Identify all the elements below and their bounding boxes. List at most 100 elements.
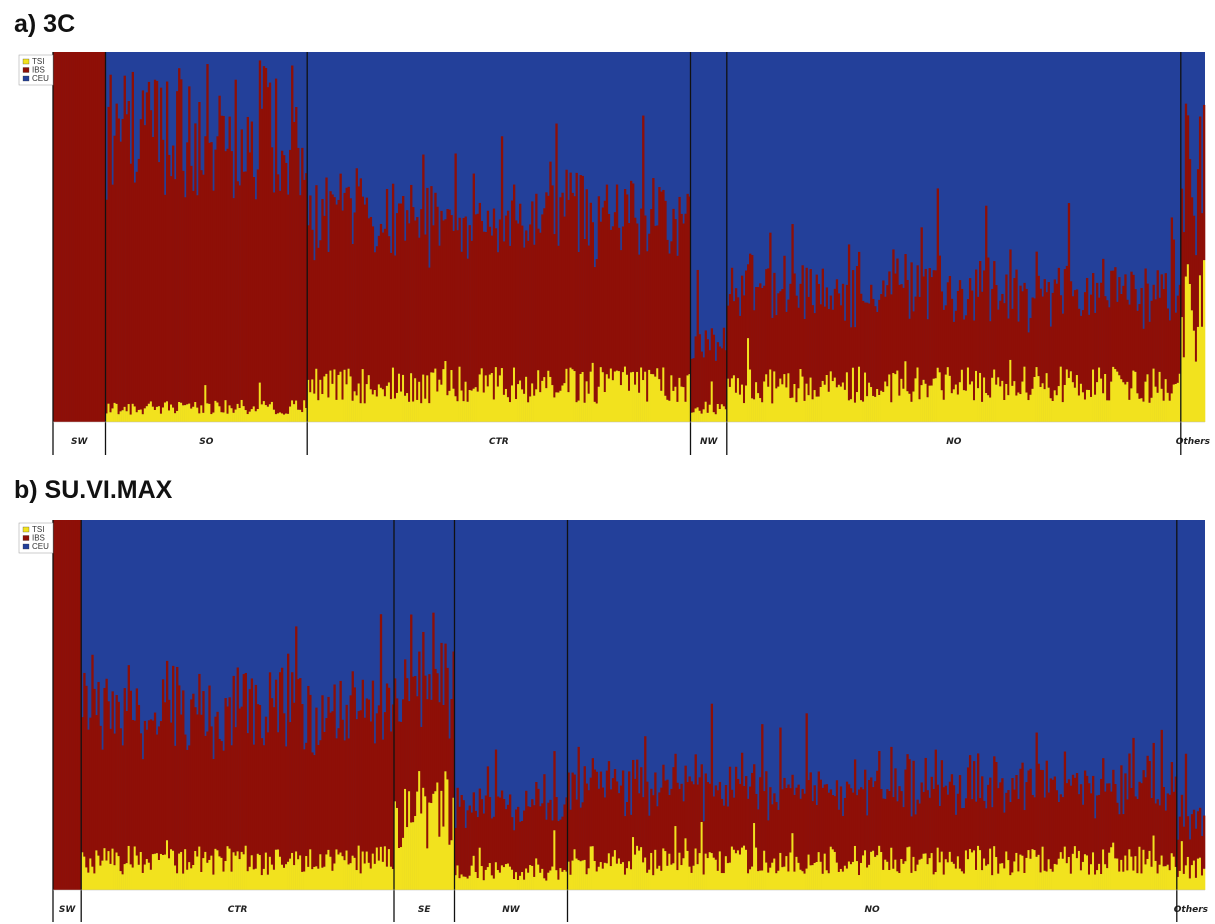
ibs-bar [968, 278, 972, 385]
ibs-bar [561, 816, 564, 872]
ibs-bar [769, 787, 772, 868]
tsi-bar [496, 386, 500, 422]
tsi-bar [331, 870, 334, 890]
ibs-bar [301, 147, 304, 413]
ibs-bar [797, 307, 800, 389]
tsi-bar [442, 826, 445, 890]
tsi-bar [740, 847, 744, 890]
ibs-bar [331, 711, 334, 871]
tsi-bar [262, 401, 266, 422]
tsi-bar [178, 853, 181, 890]
ibs-bar [468, 805, 471, 876]
tsi-bar [1005, 383, 1008, 422]
tsi-bar [325, 854, 328, 890]
ibs-bar [285, 162, 288, 414]
ibs-bar [938, 255, 942, 373]
legend-label-ceu: CEU [32, 74, 49, 83]
tsi-bar [258, 855, 262, 890]
ibs-bar [343, 192, 346, 370]
ibs-bar [718, 781, 722, 852]
ibs-bar [458, 217, 461, 367]
ibs-bar [450, 698, 453, 841]
ibs-bar [192, 190, 195, 407]
ibs-bar [432, 612, 435, 794]
ibs-bar [783, 777, 786, 867]
ibs-bar [1112, 270, 1115, 367]
ibs-bar [773, 272, 776, 372]
tsi-bar [377, 860, 381, 890]
tsi-bar [799, 369, 802, 422]
tsi-bar [1106, 400, 1109, 422]
ibs-bar [775, 315, 778, 389]
ibs-bar [155, 80, 159, 407]
tsi-bar [228, 405, 231, 422]
tsi-bar [276, 849, 280, 890]
ibs-bar [196, 714, 199, 857]
tsi-bar [105, 860, 108, 890]
tsi-bar [692, 865, 695, 890]
tsi-bar [484, 869, 488, 890]
tsi-bar [1011, 385, 1014, 422]
ibs-bar [749, 786, 752, 870]
ibs-bar [928, 268, 931, 386]
ibs-bar [430, 186, 433, 373]
ibs-bar [827, 792, 831, 874]
tsi-bar [234, 855, 237, 890]
ibs-bar [272, 192, 276, 410]
tsi-bar [272, 409, 276, 422]
tsi-bar [210, 414, 213, 422]
ibs-bar [1188, 839, 1192, 879]
tsi-bar [954, 868, 958, 890]
tsi-bar [849, 864, 853, 890]
tsi-bar [214, 848, 217, 890]
tsi-bar [1202, 260, 1206, 422]
ibs-bar [987, 784, 990, 865]
ibs-bar [868, 780, 871, 865]
tsi-bar [333, 863, 336, 890]
ibs-bar [634, 217, 637, 385]
ibs-bar [1144, 268, 1147, 382]
tsi-bar [894, 374, 897, 422]
ibs-bar [188, 86, 191, 404]
region-ctr-bars [81, 614, 395, 890]
ibs-bar [569, 809, 572, 875]
tsi-bar [363, 403, 367, 422]
ibs-bar [658, 792, 661, 866]
ibs-bar [642, 797, 645, 863]
ibs-bar [59, 520, 62, 890]
tsi-bar [1186, 856, 1190, 890]
ibs-bar [1148, 760, 1151, 851]
region-nw-bars [454, 749, 568, 890]
ibs-bar [605, 184, 609, 375]
tsi-bar [662, 848, 665, 890]
ibs-bar [285, 746, 288, 865]
tsi-bar [567, 861, 570, 890]
tsi-bar [317, 400, 320, 422]
ibs-bar [1083, 770, 1087, 855]
tsi-bar [970, 852, 974, 890]
tsi-bar [391, 367, 395, 422]
ibs-bar [244, 672, 247, 846]
tsi-bar [119, 411, 122, 422]
ibs-bar [1190, 814, 1194, 866]
ibs-bar [968, 755, 972, 849]
tsi-bar [238, 408, 241, 422]
ibs-bar [993, 756, 996, 847]
ibs-bar [416, 217, 419, 400]
tsi-bar [143, 408, 147, 422]
ibs-bar [1196, 169, 1200, 327]
ibs-bar [537, 228, 540, 371]
ibs-bar [864, 302, 867, 373]
ibs-bar [535, 193, 538, 390]
tsi-bar [238, 859, 241, 890]
ibs-bar [781, 789, 784, 868]
tsi-bar [944, 859, 948, 890]
tsi-bar [307, 379, 310, 422]
tsi-bar [1170, 853, 1174, 890]
tsi-bar [1079, 870, 1083, 890]
ibs-bar [747, 798, 750, 874]
tsi-bar [654, 376, 657, 422]
ibs-bar [309, 694, 312, 850]
tsi-bar [960, 871, 964, 890]
tsi-bar [1075, 858, 1079, 890]
